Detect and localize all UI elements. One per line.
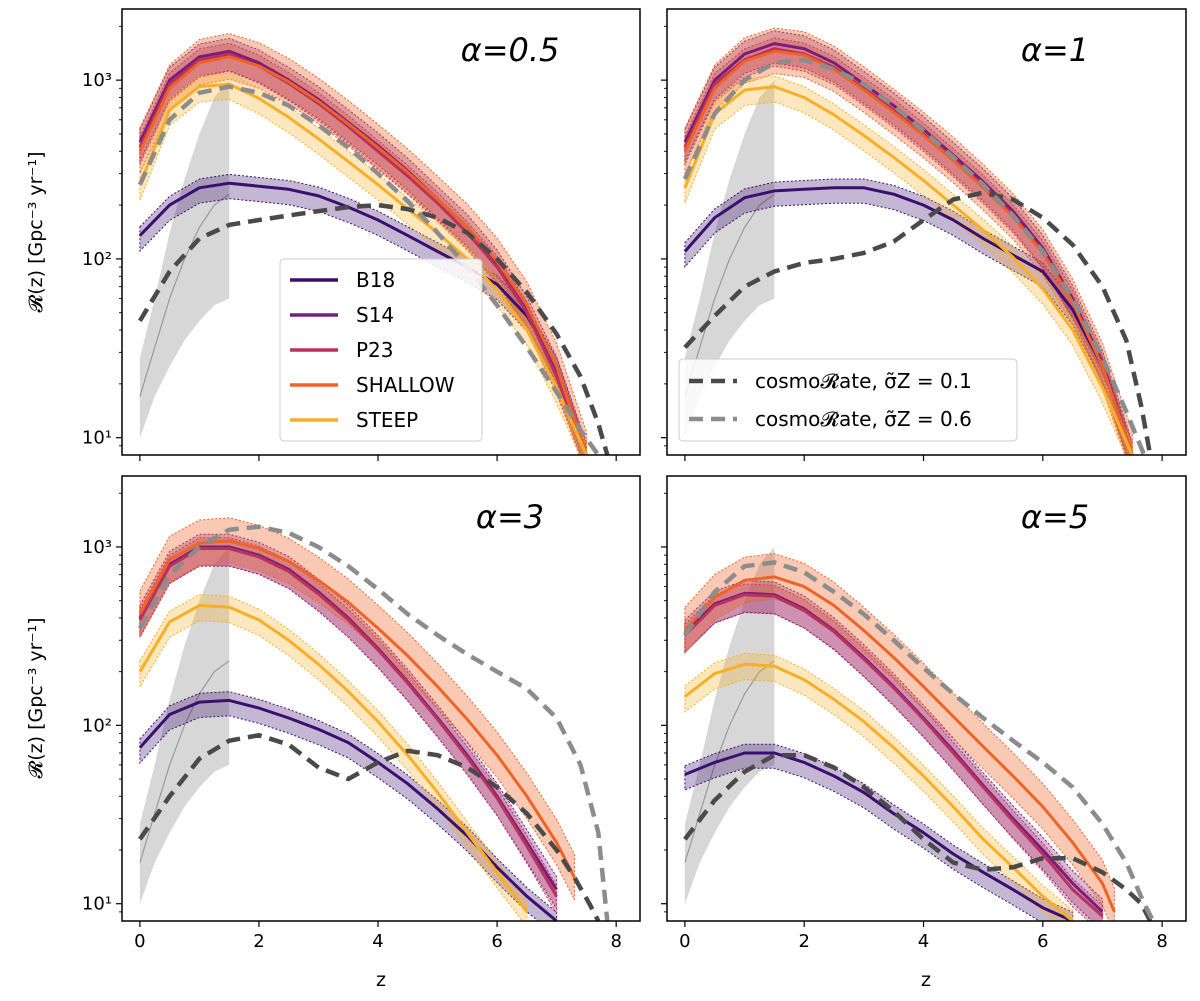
axes-frame xyxy=(666,475,1187,922)
band-steep xyxy=(684,75,1133,455)
x-tick-label: 0 xyxy=(679,931,690,952)
series-cosmorate-0-6 xyxy=(682,57,1147,455)
panel-title: α=5 xyxy=(1021,498,1089,536)
legend-item-shallow: SHALLOW xyxy=(290,373,455,397)
legend-item-cosmo-1: cosmo𝓡ate, σ̃Z = 0.1 xyxy=(689,369,972,393)
series-cosmorate-0-6 xyxy=(137,84,601,455)
band-s14 xyxy=(139,37,587,455)
series-cosmorate-0-1 xyxy=(683,190,1153,455)
band-b18 xyxy=(684,743,1074,921)
band-steep xyxy=(684,652,1074,921)
x-tick-label: 2 xyxy=(798,931,809,952)
x-tick-label: 0 xyxy=(134,931,145,952)
series-b18 xyxy=(138,181,588,455)
y-axis-label-bottom: 𝓡(z) [Gpc⁻³ yr⁻¹] xyxy=(25,617,47,778)
series-b18 xyxy=(684,751,1074,921)
legend-models: B18 S14 P23 SHALLOW STEEP xyxy=(279,258,483,442)
band-steep xyxy=(139,72,587,455)
y-axis-label-top: 𝓡(z) [Gpc⁻³ yr⁻¹] xyxy=(25,151,47,312)
legend-item-s14: S14 xyxy=(290,303,394,327)
series-shallow xyxy=(138,539,576,879)
plot-area xyxy=(683,547,1156,921)
plot-area xyxy=(137,517,610,921)
legend-cosmo: cosmo𝓡ate, σ̃Z = 0.1 cosmo𝓡ate, σ̃Z = 0.6 xyxy=(678,358,1018,442)
band-steep xyxy=(139,594,528,921)
panel-title: α=3 xyxy=(476,498,544,536)
panel-2: α=1 xyxy=(661,8,1187,461)
series-steep xyxy=(683,662,1074,921)
series-p23 xyxy=(683,593,1104,918)
band-p23 xyxy=(684,583,1103,921)
panel-1: 10¹ 10² 10³ α=0.5 xyxy=(82,8,641,461)
panel-title: α=1 xyxy=(1021,31,1089,69)
legend-label: cosmo𝓡ate, σ̃Z = 0.6 xyxy=(755,407,972,431)
legend-label: S14 xyxy=(356,303,394,327)
y-tick-label: 10³ xyxy=(82,537,112,558)
panel-title: α=0.5 xyxy=(461,31,560,69)
series-cosmorate-0-6 xyxy=(683,560,1156,921)
reference-line xyxy=(684,193,775,397)
series-p23 xyxy=(138,547,558,898)
series-shallow xyxy=(138,55,588,455)
reference-line xyxy=(139,660,230,863)
x-axis-label-right: z xyxy=(921,969,931,991)
x-tick-label: 2 xyxy=(253,931,264,952)
series-steep xyxy=(138,604,529,913)
legend-item-b18: B18 xyxy=(290,268,395,292)
x-axis-label-left: z xyxy=(376,969,386,991)
reference-line xyxy=(139,193,230,397)
legend-cosmo-box xyxy=(678,358,1018,442)
x-tick-label: 8 xyxy=(610,931,621,952)
band-p23 xyxy=(139,42,587,455)
series-shallow xyxy=(683,575,1116,913)
series-p23 xyxy=(138,52,588,455)
reference-line xyxy=(684,660,775,863)
legend-label: cosmo𝓡ate, σ̃Z = 0.1 xyxy=(755,369,972,393)
x-tick-label: 4 xyxy=(918,931,929,952)
x-tick-label: 6 xyxy=(491,931,502,952)
series-steep xyxy=(138,82,588,455)
band-b18 xyxy=(139,173,587,455)
x-tick-label: 6 xyxy=(1037,931,1048,952)
plot-area xyxy=(682,27,1153,455)
series-b18 xyxy=(683,186,1134,455)
axes-frame xyxy=(121,475,641,922)
y-tick-label: 10² xyxy=(82,715,112,736)
y-tick-label: 10³ xyxy=(82,70,112,91)
series-steep xyxy=(683,85,1134,455)
axes-frame xyxy=(121,8,641,456)
axes-frame xyxy=(666,8,1187,456)
panel-3: 0 2 4 6 8 10¹ 10² 10³ α=3 xyxy=(82,475,641,952)
series-cosmorate-0-1 xyxy=(138,732,601,921)
legend-label: B18 xyxy=(356,268,395,292)
plot-area xyxy=(137,32,610,455)
legend-label: P23 xyxy=(356,338,394,362)
y-tick-label: 10² xyxy=(82,249,112,270)
series-shallow xyxy=(683,49,1134,455)
legend-label: SHALLOW xyxy=(356,373,455,397)
legend-item-cosmo-2: cosmo𝓡ate, σ̃Z = 0.6 xyxy=(689,407,972,431)
legend-item-steep: STEEP xyxy=(290,408,418,432)
legend-label: STEEP xyxy=(356,408,418,432)
x-tick-label: 8 xyxy=(1156,931,1167,952)
y-tick-label: 10¹ xyxy=(82,428,112,449)
panels-group: 10¹ 10² 10³ α=0.5 α=1 0 2 4 6 8 10¹ 10² 10³ α=3 0 2 4 6 8 α… xyxy=(82,8,1187,952)
series-cosmorate-0-1 xyxy=(683,752,1153,921)
y-tick-label: 10¹ xyxy=(82,894,112,915)
legend-models-box xyxy=(279,258,483,442)
series-cosmorate-0-6 xyxy=(137,524,610,921)
legend-item-p23: P23 xyxy=(290,338,394,362)
x-tick-label: 4 xyxy=(372,931,383,952)
panel-4: 0 2 4 6 8 α=5 xyxy=(661,475,1187,952)
